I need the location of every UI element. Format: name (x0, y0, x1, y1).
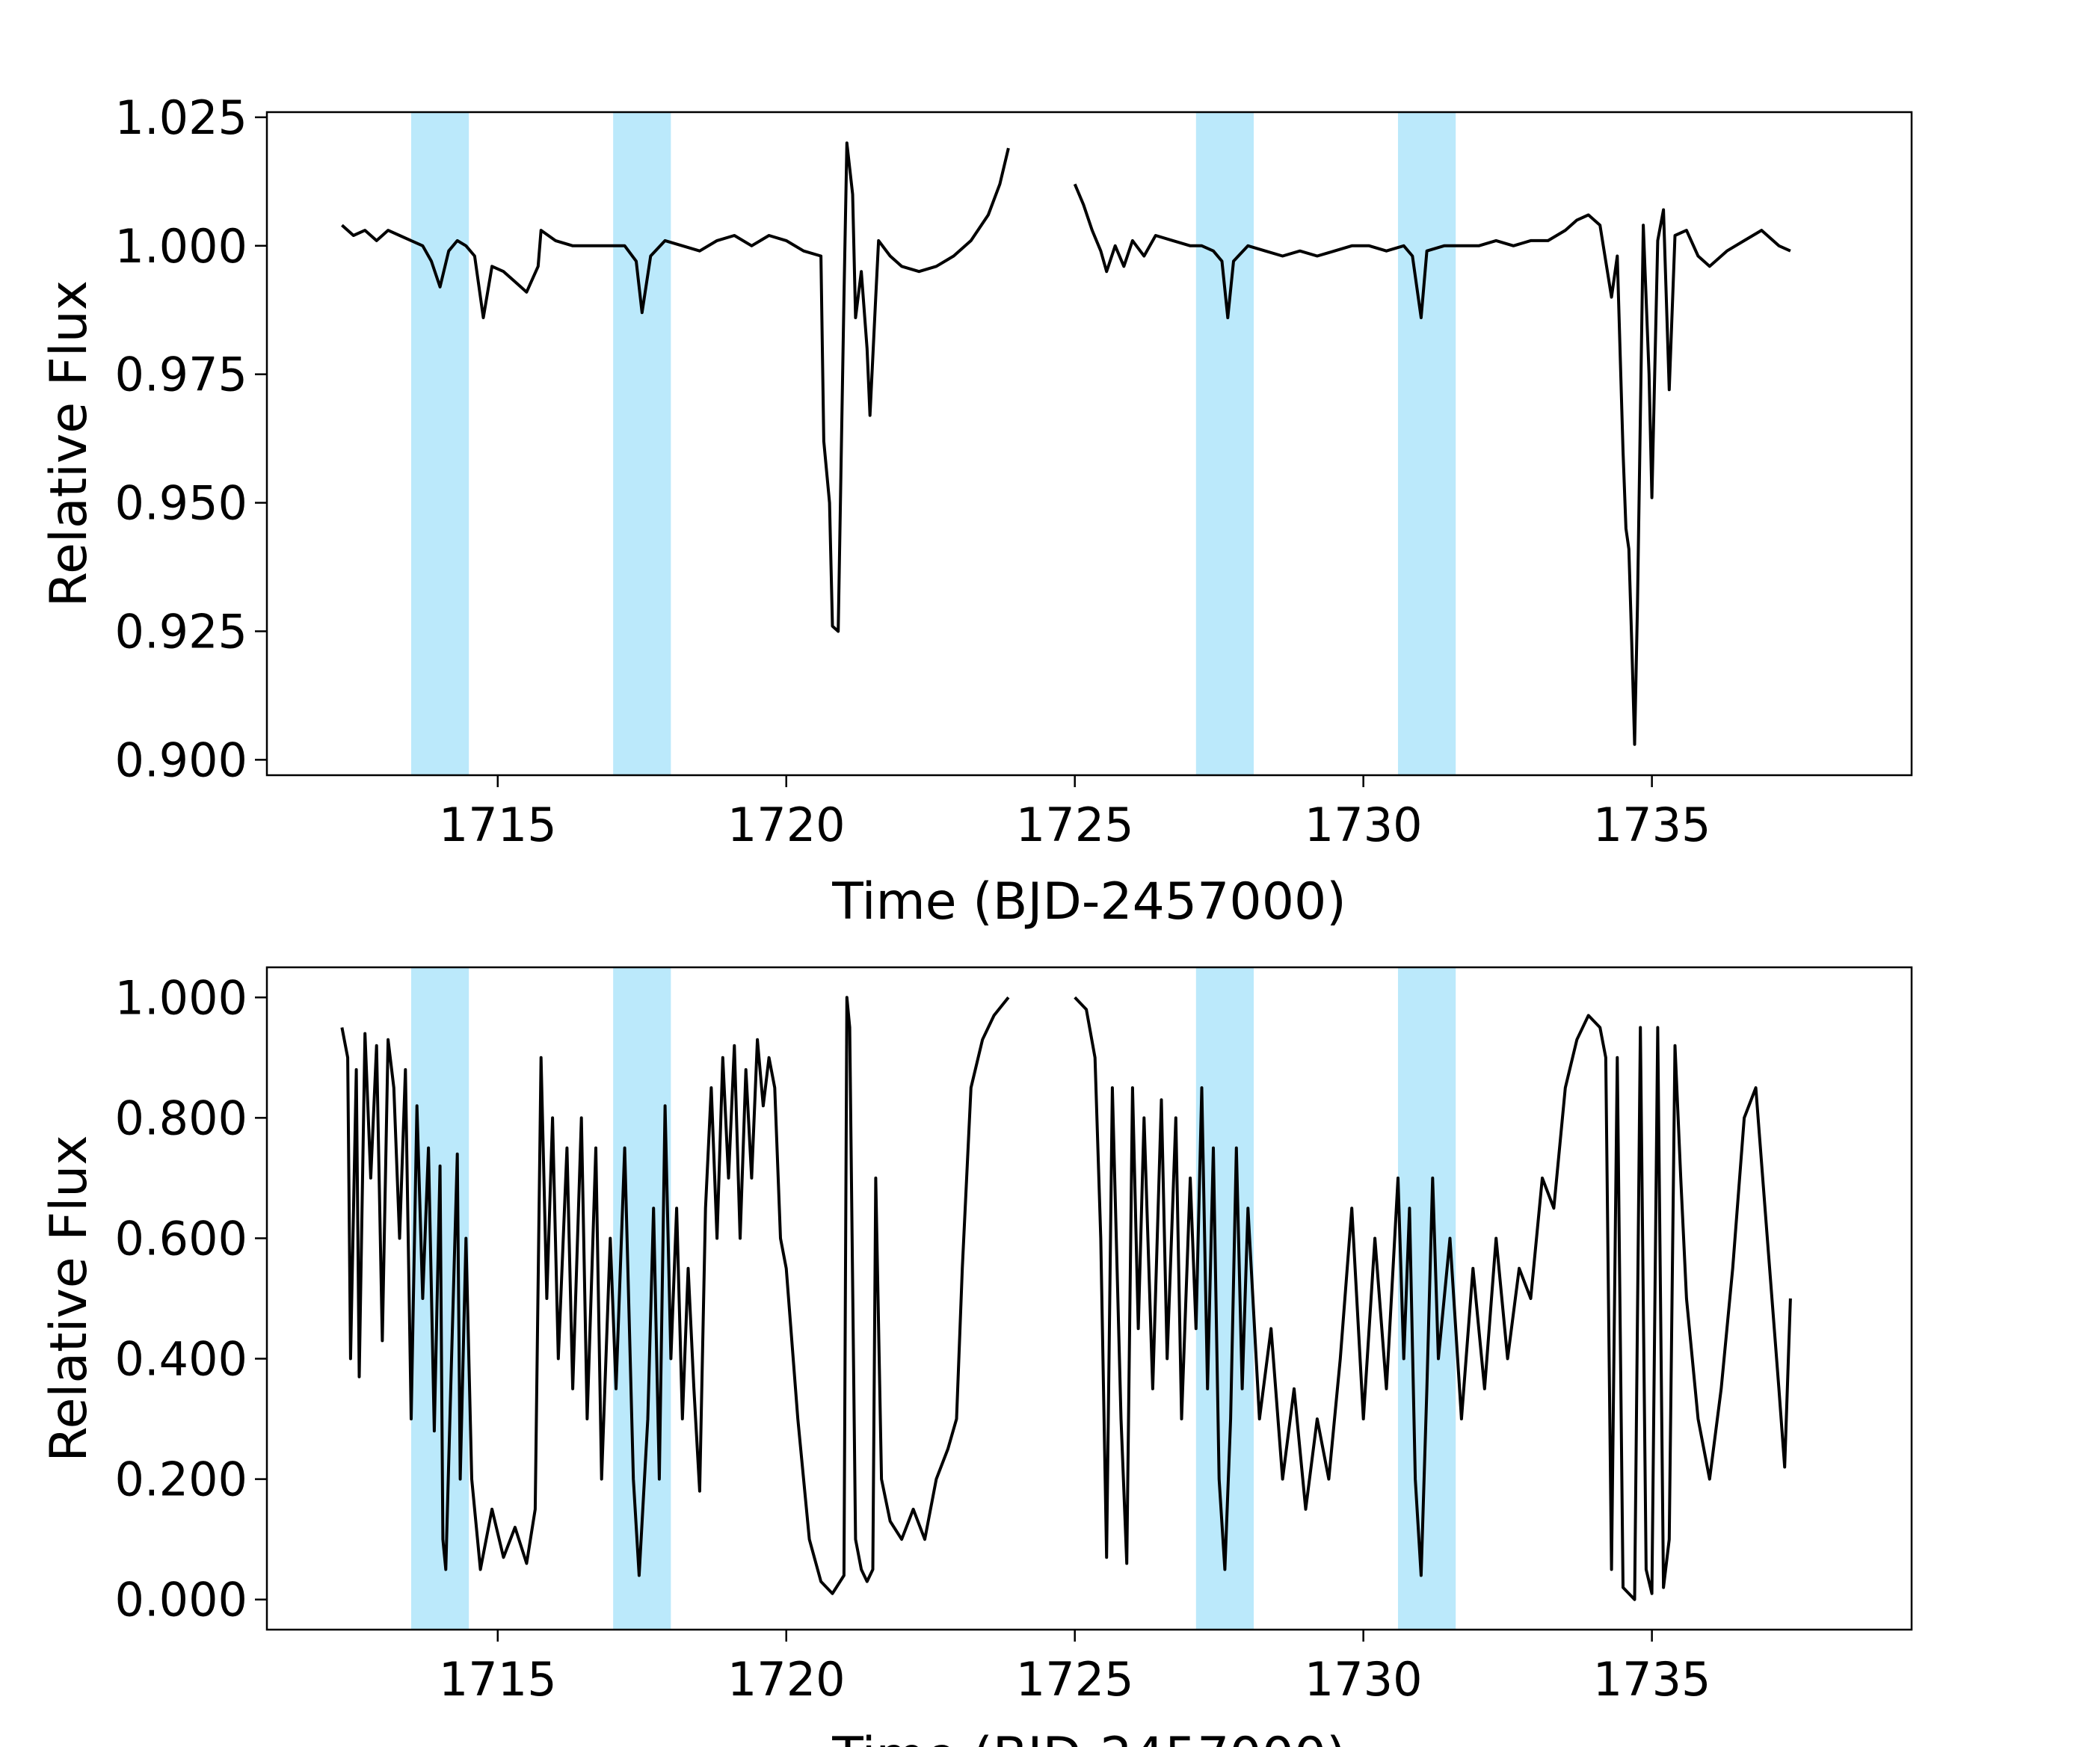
bottom-x-tick-label: 1725 (1016, 1652, 1134, 1707)
top-highlight-band-1 (410, 112, 469, 775)
bottom-y-tick-label: 1.000 (115, 970, 248, 1025)
top-y-tick-label: 1.025 (115, 90, 248, 145)
top-highlight-band-4 (1397, 112, 1456, 775)
bottom-y-axis-label: Relative Flux (40, 1135, 99, 1461)
top-y-tick-label: 0.900 (115, 733, 248, 787)
top-panel: 1715 1720 1725 1730 1735 0.900 0.925 0.950 0.97… (40, 90, 1913, 931)
bottom-flux-segment-2 (1074, 996, 1792, 1601)
bottom-y-tick-label: 0.400 (115, 1332, 248, 1387)
bottom-flux-line (340, 996, 1792, 1601)
top-highlight-band-3 (1195, 112, 1254, 775)
top-x-axis-label: Time (BJD-2457000) (831, 872, 1346, 931)
bottom-highlight-band-4 (1397, 967, 1456, 1630)
bottom-x-ticks: 1715 1720 1725 1730 1735 (439, 1630, 1711, 1707)
bottom-y-tick-label: 0.600 (115, 1211, 248, 1266)
bottom-panel: 1715 1720 1725 1730 1735 0.000 0.200 0.400 0.60… (40, 966, 1913, 1747)
bottom-x-tick-label: 1735 (1593, 1652, 1711, 1707)
top-flux-segment-1 (341, 141, 1010, 633)
top-y-axis-label: Relative Flux (40, 280, 99, 607)
top-highlight-bands (410, 112, 1456, 775)
bottom-flux-segment-1 (340, 996, 1010, 1595)
top-y-tick-label: 1.000 (115, 219, 248, 274)
top-x-tick-label: 1715 (439, 798, 557, 852)
top-flux-line (341, 141, 1791, 746)
top-y-tick-label: 0.975 (115, 348, 248, 402)
top-x-tick-label: 1725 (1016, 798, 1134, 852)
bottom-y-tick-label: 0.200 (115, 1452, 248, 1507)
top-x-tick-label: 1720 (727, 798, 846, 852)
top-y-tick-label: 0.925 (115, 604, 248, 659)
top-highlight-band-2 (613, 112, 671, 775)
bottom-y-ticks: 0.000 0.200 0.400 0.600 0.800 1.000 (115, 970, 267, 1627)
bottom-x-tick-label: 1715 (439, 1652, 557, 1707)
top-x-tick-label: 1735 (1593, 798, 1711, 852)
bottom-y-tick-label: 0.800 (115, 1091, 248, 1145)
bottom-y-tick-label: 0.000 (115, 1573, 248, 1627)
bottom-x-axis-label: Time (BJD-2457000) (831, 1727, 1346, 1747)
top-y-tick-label: 0.950 (115, 476, 248, 531)
top-plot-frame (265, 111, 1913, 777)
bottom-x-tick-label: 1720 (727, 1652, 846, 1707)
bottom-x-tick-label: 1730 (1305, 1652, 1423, 1707)
bottom-plot-frame (265, 966, 1913, 1631)
top-y-ticks: 0.900 0.925 0.950 0.975 1.000 1.025 (115, 90, 267, 787)
top-flux-segment-2 (1073, 183, 1791, 746)
top-x-ticks: 1715 1720 1725 1730 1735 (439, 775, 1711, 852)
top-x-tick-label: 1730 (1305, 798, 1423, 852)
